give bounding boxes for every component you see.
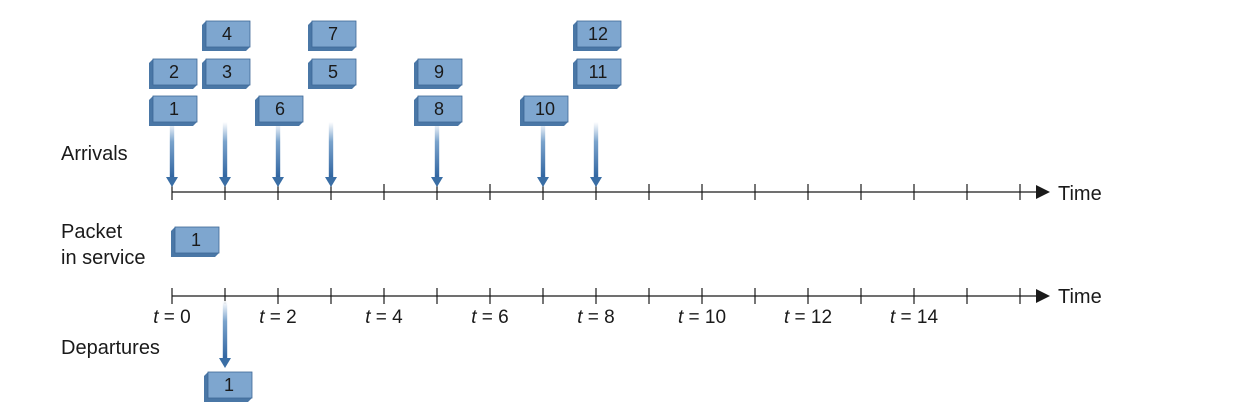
arrivals-label: Arrivals — [61, 143, 128, 165]
departure-packet-1: 1 — [204, 371, 253, 402]
departures-time-axis — [171, 288, 1050, 304]
tick-label-t10: t = 10 — [678, 307, 726, 328]
time-tick-labels: t = 0 t = 2 t = 4 t = 6 t = 8 t = 10 t = 12 t =… — [153, 307, 938, 328]
arrival-packet-3: 3 — [202, 58, 251, 89]
departure-packets: 1 — [204, 371, 253, 402]
arrival-packet-4: 4 — [202, 20, 251, 51]
arrival-packet-5-number: 5 — [328, 62, 338, 82]
arrival-packet-9-number: 9 — [434, 62, 444, 82]
tick-label-t8: t = 8 — [577, 307, 615, 328]
service-packet-1-number: 1 — [191, 230, 201, 250]
arrival-arrow-t8 — [590, 122, 602, 187]
packet-in-service-label-line1: Packet — [61, 221, 123, 243]
tick-label-t12: t = 12 — [784, 307, 832, 328]
arrival-arrow-t0 — [166, 122, 178, 187]
tick-label-t4: t = 4 — [365, 307, 403, 328]
tick-label-t0: t = 0 — [153, 307, 191, 328]
arrival-packet-6: 6 — [255, 95, 304, 126]
arrival-packet-9: 9 — [414, 58, 463, 89]
arrival-packet-5: 5 — [308, 58, 357, 89]
departure-arrow-1 — [219, 301, 231, 368]
service-packet-1: 1 — [171, 226, 220, 257]
arrival-packet-10: 10 — [520, 95, 569, 126]
arrival-packet-11: 11 — [573, 58, 622, 89]
arrival-packet-8-number: 8 — [434, 99, 444, 119]
arrival-packet-4-number: 4 — [222, 24, 232, 44]
packet-in-service-label-line2: in service — [61, 247, 145, 269]
arrival-arrow-t7 — [537, 122, 549, 187]
arrivals-axis-arrowhead — [1036, 185, 1050, 199]
arrival-packet-8: 8 — [414, 95, 463, 126]
time-label-bottom: Time — [1058, 286, 1102, 308]
arrival-packet-7: 7 — [308, 20, 357, 51]
arrival-arrow-t3 — [325, 122, 337, 187]
packets-in-service: 1 — [171, 226, 220, 257]
arrival-packet-11-number: 11 — [589, 62, 608, 82]
arrival-packet-6-number: 6 — [275, 99, 285, 119]
arrivals-time-axis — [171, 184, 1050, 200]
arrival-packet-2: 2 — [149, 58, 198, 89]
arrival-packet-12: 12 — [573, 20, 622, 51]
departures-label: Departures — [61, 337, 160, 359]
tick-label-t6: t = 6 — [471, 307, 509, 328]
departure-arrows — [219, 301, 231, 368]
arrival-arrows — [166, 122, 602, 187]
arrival-packet-1: 1 — [149, 95, 198, 126]
arrival-packet-1-number: 1 — [169, 99, 179, 119]
arrival-arrow-t1 — [219, 122, 231, 187]
arrival-packet-12-number: 12 — [588, 24, 608, 44]
arrival-packet-10-number: 10 — [535, 99, 555, 119]
arrival-arrow-t5 — [431, 122, 443, 187]
tick-label-t2: t = 2 — [259, 307, 297, 328]
time-label-top: Time — [1058, 183, 1102, 205]
arrival-packet-2-number: 2 — [169, 62, 179, 82]
arrival-packet-3-number: 3 — [222, 62, 232, 82]
tick-label-t14: t = 14 — [890, 307, 939, 328]
arrival-arrow-t2 — [272, 122, 284, 187]
departure-packet-1-number: 1 — [224, 375, 234, 395]
arrival-packet-7-number: 7 — [328, 24, 338, 44]
departures-axis-arrowhead — [1036, 289, 1050, 303]
